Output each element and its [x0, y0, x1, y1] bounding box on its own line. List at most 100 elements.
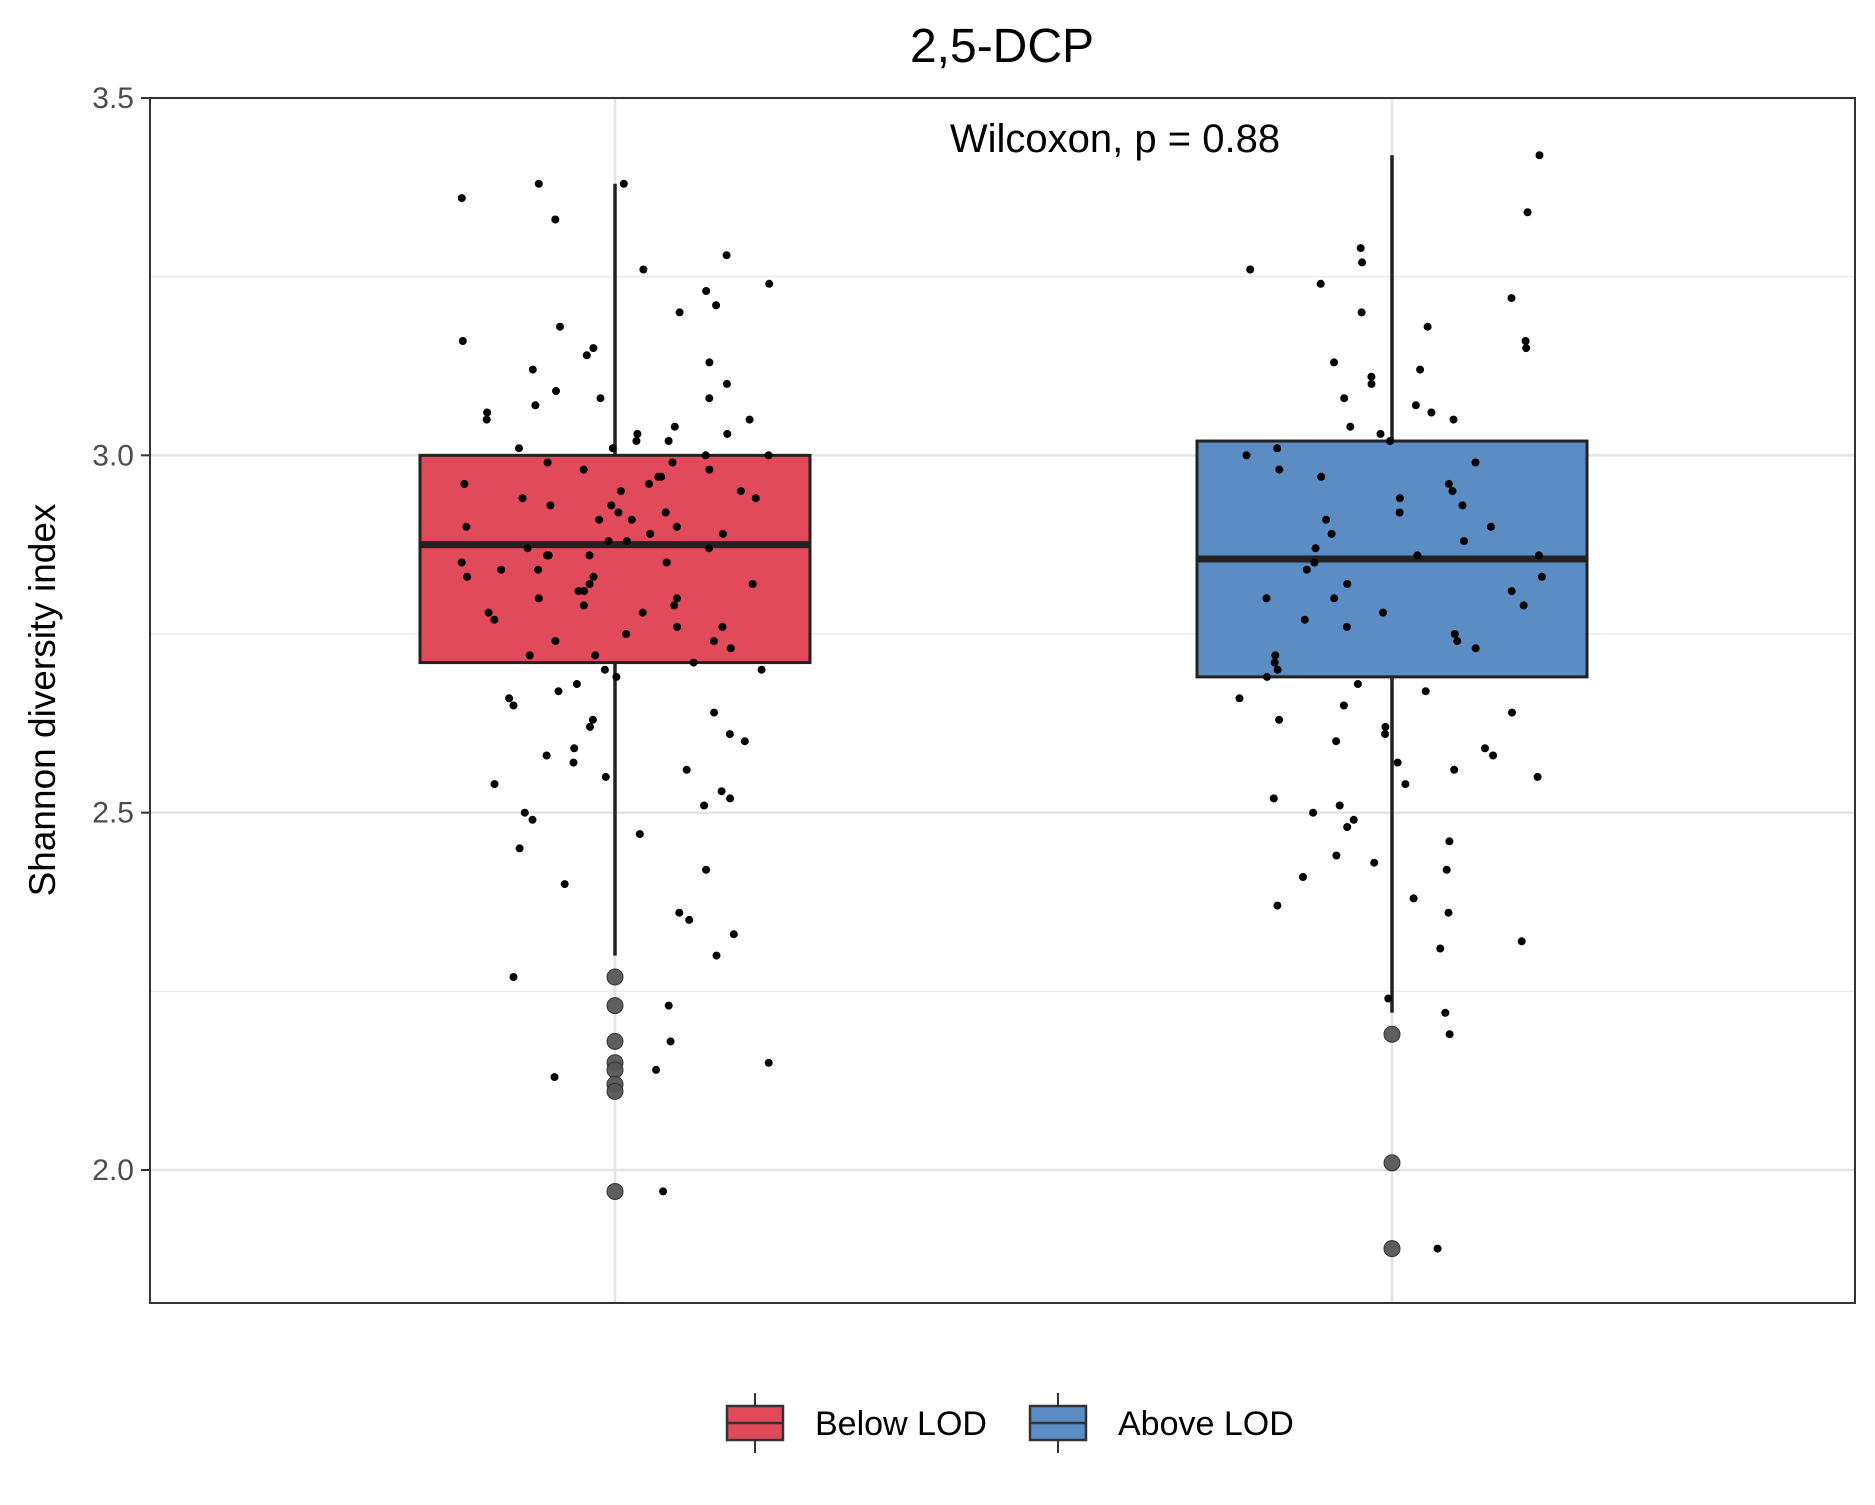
data-point-below-lod [701, 451, 710, 460]
data-point-above-lod [1436, 944, 1445, 953]
data-point-above-lod [1481, 744, 1489, 753]
data-point-above-lod [1379, 608, 1387, 617]
data-point-above-lod [1453, 637, 1462, 646]
data-point-above-lod [1370, 858, 1379, 867]
data-point-below-lod [672, 594, 681, 603]
data-point-below-lod [712, 951, 721, 960]
box-below-lod [418, 453, 812, 665]
data-point-below-lod [675, 308, 684, 317]
data-point-below-lod [607, 501, 616, 510]
data-point-below-lod [646, 529, 655, 538]
data-point-below-lod [682, 765, 691, 774]
data-point-above-lod [1270, 658, 1279, 667]
data-point-above-lod [1311, 544, 1320, 553]
data-point-below-lod [664, 437, 673, 445]
data-point-below-lod [534, 565, 543, 574]
data-point-above-lod [1346, 422, 1355, 431]
outlier-point-below-lod [606, 1032, 624, 1050]
data-point-below-lod [528, 815, 537, 824]
data-point-above-lod [1535, 151, 1544, 160]
panel-border [149, 97, 1856, 1304]
data-point-below-lod [457, 558, 466, 567]
data-point-below-lod [457, 194, 466, 203]
data-point-above-lod [1427, 408, 1436, 417]
data-point-above-lod [1322, 515, 1331, 524]
data-point-below-lod [572, 680, 581, 688]
data-point-below-lod [463, 572, 472, 581]
outlier-point-below-lod [606, 968, 624, 986]
data-point-above-lod [1317, 472, 1326, 481]
data-point-above-lod [1534, 551, 1543, 560]
data-point-below-lod [482, 415, 491, 424]
y-tick-label: 2.0 [92, 1154, 134, 1187]
legend-item-below-lod: Below LOD [725, 1393, 987, 1453]
data-point-below-lod [589, 572, 598, 581]
data-point-below-lod [717, 787, 726, 796]
data-point-above-lod [1423, 322, 1432, 331]
data-point-above-lod [1522, 344, 1531, 353]
data-point-below-lod [633, 429, 642, 438]
data-point-above-lod [1384, 994, 1393, 1003]
data-point-below-lod [736, 487, 745, 496]
data-point-below-lod [635, 830, 644, 839]
data-point-above-lod [1444, 908, 1453, 917]
data-point-below-lod [722, 251, 731, 260]
data-point-above-lod [1533, 772, 1542, 781]
data-point-below-lod [764, 1058, 773, 1067]
data-point-above-lod [1395, 494, 1404, 503]
data-point-below-lod [579, 601, 588, 610]
data-point-below-lod [569, 758, 578, 767]
data-point-below-lod [725, 730, 734, 739]
data-point-below-lod [490, 615, 499, 624]
data-point-below-lod [622, 537, 631, 546]
outlier-point-below-lod [606, 1182, 624, 1200]
data-point-above-lod [1349, 815, 1358, 824]
data-point-below-lod [586, 722, 594, 731]
data-point-above-lod [1376, 429, 1385, 438]
data-point-below-lod [614, 508, 623, 517]
data-point-below-lod [542, 751, 551, 760]
data-point-below-lod [659, 1187, 668, 1196]
outlier-point-below-lod [606, 1082, 624, 1100]
data-point-below-lod [705, 358, 714, 367]
data-point-below-lod [666, 1037, 675, 1046]
data-point-above-lod [1517, 937, 1526, 946]
data-point-above-lod [1393, 758, 1402, 767]
data-point-above-lod [1409, 894, 1418, 903]
data-point-below-lod [729, 930, 738, 939]
data-point-below-lod [638, 608, 647, 617]
data-point-above-lod [1273, 444, 1282, 453]
data-point-above-lod [1273, 665, 1282, 674]
y-tick-label: 3.5 [92, 82, 134, 115]
data-point-above-lod [1411, 401, 1420, 410]
data-point-below-lod [616, 487, 625, 496]
data-point-above-lod [1271, 651, 1280, 660]
data-point-below-lod [657, 472, 666, 481]
wilcoxon-annotation: Wilcoxon, p = 0.88 [950, 117, 1280, 161]
data-point-above-lod [1300, 615, 1309, 624]
point-layer [457, 151, 1546, 1258]
data-point-above-lod [1421, 687, 1430, 696]
data-point-below-lod [722, 379, 731, 388]
data-point-above-lod [1471, 644, 1480, 653]
data-point-below-lod [645, 479, 653, 488]
data-point-below-lod [709, 637, 718, 646]
data-point-below-lod [639, 265, 648, 274]
data-point-below-lod [718, 622, 727, 631]
data-point-above-lod [1433, 1244, 1442, 1253]
data-point-below-lod [554, 687, 563, 696]
data-point-above-lod [1449, 415, 1458, 424]
data-point-below-lod [627, 515, 636, 524]
data-point-above-lod [1262, 594, 1271, 603]
data-point-above-lod [1523, 208, 1532, 217]
data-point-above-lod [1471, 458, 1480, 467]
data-point-above-lod [1275, 465, 1284, 474]
data-point-above-lod [1441, 1008, 1450, 1017]
data-point-above-lod [1263, 672, 1271, 681]
data-point-below-lod [764, 451, 773, 460]
data-point-below-lod [570, 744, 579, 753]
data-point-above-lod [1507, 587, 1516, 596]
data-point-below-lod [585, 580, 594, 588]
